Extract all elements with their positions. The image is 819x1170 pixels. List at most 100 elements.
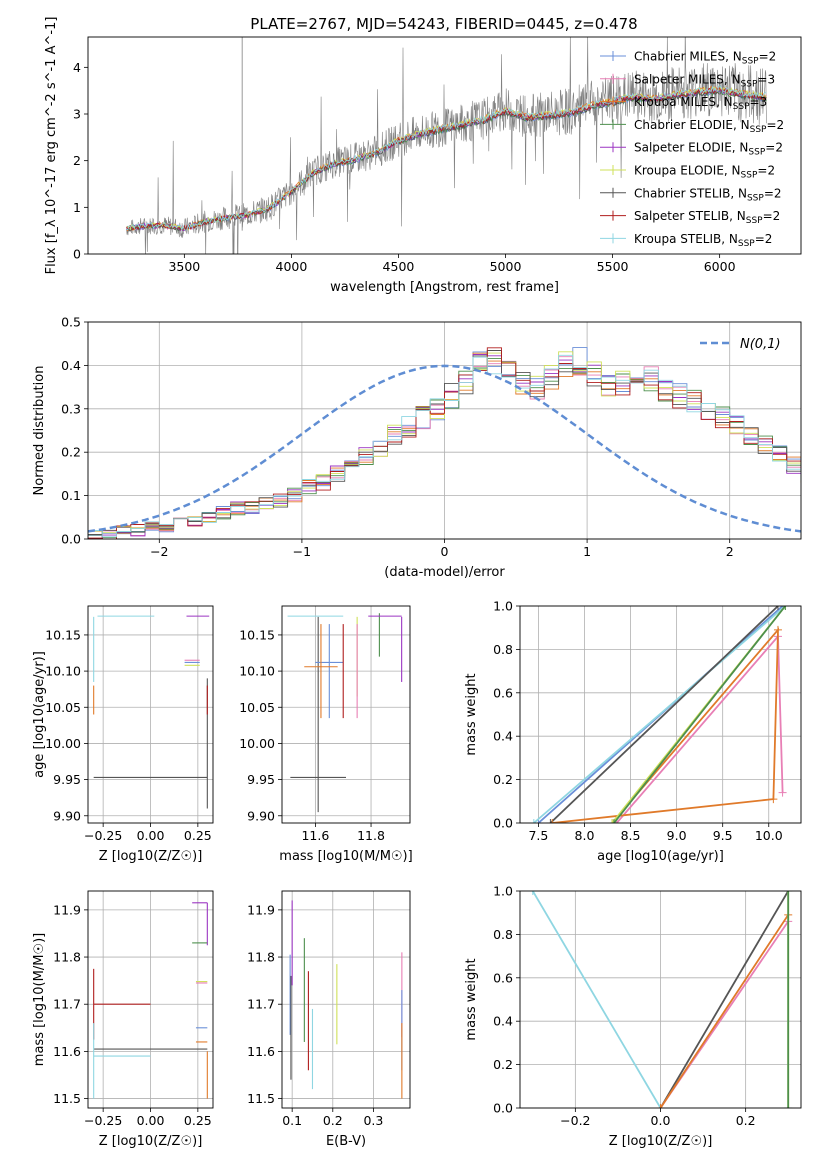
- x-tick-label: −2: [150, 544, 168, 559]
- y-tick-label: 0.0: [61, 532, 81, 547]
- x-axis-label: Z [log10(Z/Z☉)]: [609, 1134, 713, 1149]
- legend-entry: Chabrier MILES, NSSP=2: [634, 50, 776, 67]
- y-tick-label: 1: [73, 200, 81, 215]
- y-tick-label: 11.6: [247, 1044, 275, 1059]
- chart-spectrum: 3500 4000 4500 5000 5500 6000 0 1 2 3 4 wavelength …: [44, 17, 802, 295]
- y-axis-label: age [log10(age/yr)]: [32, 651, 47, 778]
- y-tick-label: 9.90: [53, 808, 81, 823]
- x-tick-label: 9.0: [667, 828, 687, 843]
- y-tick-label: 10.10: [239, 664, 275, 679]
- y-tick-label: 10.15: [239, 627, 275, 642]
- plot-area: [93, 902, 208, 1099]
- y-axis-label: mass [log10(M/M☉)]: [32, 933, 47, 1066]
- y-tick-label: 0.8: [493, 927, 513, 942]
- axes-frame: [519, 890, 802, 1109]
- x-tick-label: 0.2: [323, 1113, 343, 1128]
- x-tick-label: 8.0: [575, 828, 595, 843]
- chart-mass-vs-Z: −0.25 0.00 0.25 11.5 11.6 11.7 11.8 11.9 Z [log1…: [32, 890, 214, 1149]
- x-tick-label: 0.0: [651, 1113, 671, 1128]
- x-tick-label: 4000: [276, 259, 308, 274]
- y-axis-label: Normed distribution: [32, 366, 47, 496]
- x-tick-label: 5000: [490, 259, 522, 274]
- x-tick-label: 7.5: [528, 828, 548, 843]
- y-tick-label: 11.8: [247, 950, 275, 965]
- figure-title: PLATE=2767, MJD=54243, FIBERID=0445, z=0…: [250, 15, 637, 33]
- x-tick-label: 0.00: [137, 828, 165, 843]
- x-tick-label: −0.2: [560, 1113, 590, 1128]
- histogram-chabrier-elodie: [88, 357, 801, 539]
- legend-entry: Kroupa STELIB, NSSP=2: [634, 232, 772, 249]
- y-tick-label: 11.7: [53, 997, 81, 1012]
- x-tick-label: 11.6: [301, 828, 329, 843]
- x-axis-label: (data-model)/error: [384, 565, 505, 580]
- y-tick-label: 4: [73, 60, 81, 75]
- y-tick-label: 11.7: [247, 997, 275, 1012]
- x-axis-label: wavelength [Angstrom, rest frame]: [330, 280, 559, 295]
- y-tick-label: 9.95: [53, 772, 81, 787]
- legend: Chabrier MILES, NSSP=2 Salpeter MILES, NS…: [600, 50, 784, 249]
- series-line: [532, 891, 662, 1108]
- axes-frame: [281, 605, 411, 824]
- plot-area: [289, 900, 403, 1099]
- y-tick-label: 0.4: [493, 1014, 513, 1029]
- plot-area: [529, 606, 790, 823]
- axes-frame: [87, 36, 802, 255]
- chart-age-vs-Z: −0.25 0.00 0.25 9.90 9.95 10.00 10.05 10.10 10.1…: [32, 605, 214, 864]
- x-tick-label: 0.25: [184, 1113, 212, 1128]
- axes-frame: [519, 605, 802, 824]
- normal-curve: [88, 364, 801, 533]
- y-axis-label: mass weight: [464, 958, 479, 1040]
- plot-area: [88, 347, 801, 539]
- y-tick-label: 0.6: [493, 970, 513, 985]
- x-tick-label: 4500: [383, 259, 415, 274]
- x-tick-label: 2: [726, 544, 734, 559]
- series-line: [552, 627, 779, 823]
- y-tick-label: 0.8: [493, 642, 513, 657]
- x-tick-label: 0.2: [736, 1113, 756, 1128]
- y-tick-label: 11.5: [53, 1091, 81, 1106]
- x-tick-label: 6000: [704, 259, 736, 274]
- x-tick-label: 8.5: [621, 828, 641, 843]
- x-tick-label: 10.0: [755, 828, 783, 843]
- x-tick-label: 5500: [597, 259, 629, 274]
- legend-entry: N(0,1): [740, 337, 781, 352]
- model-spectrum: [126, 85, 767, 232]
- series-line: [613, 606, 787, 823]
- legend-entry: Chabrier ELODIE, NSSP=2: [634, 118, 784, 135]
- plot-area: [287, 613, 403, 813]
- plot-area: [126, 37, 767, 254]
- y-tick-label: 10.05: [45, 700, 81, 715]
- y-tick-label: 1.0: [493, 599, 513, 614]
- x-tick-label: −0.25: [84, 1113, 122, 1128]
- histogram-salpeter-miles: [88, 356, 801, 539]
- x-tick-label: 0.3: [363, 1113, 383, 1128]
- y-tick-label: 0.1: [61, 488, 81, 503]
- data-spectrum: [126, 37, 767, 254]
- x-axis-label: Z [log10(Z/Z☉)]: [99, 849, 203, 864]
- x-tick-label: 9.5: [713, 828, 733, 843]
- series-line: [659, 914, 789, 1108]
- y-axis-label: Flux [f_λ 10^-17 erg cm^-2 s^-1 A^-1]: [44, 17, 59, 275]
- x-axis-label: Z [log10(Z/Z☉)]: [99, 1134, 203, 1149]
- x-tick-label: 0.00: [137, 1113, 165, 1128]
- y-tick-label: 0.2: [493, 1057, 513, 1072]
- y-tick-label: 11.9: [53, 902, 81, 917]
- y-tick-label: 10.00: [239, 736, 275, 751]
- axes-frame: [87, 890, 214, 1109]
- x-tick-label: 0.1: [282, 1113, 302, 1128]
- chart-age-vs-mass: 11.6 11.8 9.90 9.95 10.00 10.05 10.10 10.15 mass…: [239, 605, 413, 864]
- y-tick-label: 11.8: [53, 950, 81, 965]
- y-tick-label: 0: [73, 247, 81, 262]
- axes-frame: [281, 890, 411, 1109]
- y-tick-label: 0.0: [493, 1101, 513, 1116]
- series-line: [659, 891, 789, 1108]
- chart-mass-vs-ebv: 0.1 0.2 0.3 11.5 11.6 11.7 11.8 11.9 E(B-V): [247, 890, 411, 1149]
- axes-frame: [87, 321, 802, 540]
- x-tick-label: 1: [583, 544, 591, 559]
- y-tick-label: 9.95: [247, 772, 275, 787]
- legend-entry: Kroupa ELODIE, NSSP=2: [634, 164, 775, 181]
- legend: N(0,1): [700, 337, 781, 352]
- plot-area: [528, 891, 793, 1108]
- legend-entry: Salpeter MILES, NSSP=3: [634, 72, 775, 89]
